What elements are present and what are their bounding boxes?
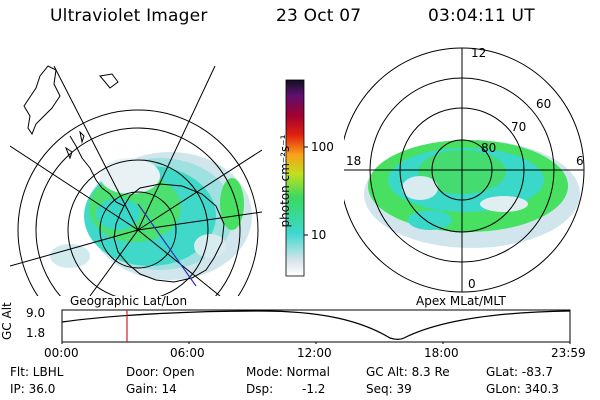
altitude-ytick-low: 1.8 [26, 326, 46, 340]
altitude-ylabel-text: GC Alt [0, 302, 14, 340]
right-map-caption: Apex MLat/MLT [416, 294, 506, 308]
gain-info: Gain: 14 [126, 382, 177, 396]
mlat-label-80: 80 [481, 141, 497, 155]
aurora-emission-geo [50, 152, 252, 280]
dsp-label: Dsp: [246, 382, 274, 396]
colorbar-tick-100: 100 [311, 140, 334, 154]
time-tick-0000: 00:00 [44, 346, 79, 360]
instrument-title: Ultraviolet Imager [50, 6, 208, 26]
time-tick-1800: 18:00 [424, 346, 459, 360]
mlt-label-0: 0 [468, 277, 476, 291]
mlat-label-70: 70 [511, 120, 527, 134]
colorbar [285, 79, 308, 277]
time-tick-2359: 23:59 [551, 346, 586, 360]
mode-info: Mode: Normal [246, 365, 330, 379]
door-info: Door: Open [126, 365, 195, 379]
mlat-label-60: 60 [536, 97, 552, 111]
aurora-emission-mag [364, 140, 580, 248]
mlt-label-12: 12 [471, 46, 487, 60]
mlt-label-18: 18 [346, 154, 362, 168]
sequence-info: Seq: 39 [366, 382, 412, 396]
altitude-curve [61, 310, 571, 341]
geo-longitude-info: GLon: 340.3 [486, 382, 559, 396]
time-tick-0600: 06:00 [170, 346, 205, 360]
header-time: 03:04:11 UT [428, 6, 535, 26]
left-map-caption: Geographic Lat/Lon [70, 294, 188, 308]
colorbar-label: photon cm⁻²s⁻¹ [278, 134, 292, 228]
time-tick-1200: 12:00 [297, 346, 332, 360]
gc-altitude-info: GC Alt: 8.3 Re [366, 365, 450, 379]
altitude-plot-frame [61, 309, 571, 343]
magnetic-meridian-line [137, 203, 197, 287]
altitude-ytick-high: 9.0 [26, 306, 46, 320]
colorbar-gradient [285, 79, 305, 277]
ip-info: IP: 36.0 [10, 382, 56, 396]
dsp-value: -1.2 [302, 382, 326, 396]
filter-info: Flt: LBHL [10, 365, 64, 379]
mlt-label-6: 6 [576, 154, 584, 168]
geo-latitude-info: GLat: -83.7 [486, 365, 553, 379]
header-date: 23 Oct 07 [276, 6, 362, 26]
altitude-timeline-plot [61, 309, 571, 344]
geographic-map [10, 65, 262, 296]
colorbar-tick-10: 10 [311, 228, 327, 242]
magnetic-map [344, 47, 585, 293]
